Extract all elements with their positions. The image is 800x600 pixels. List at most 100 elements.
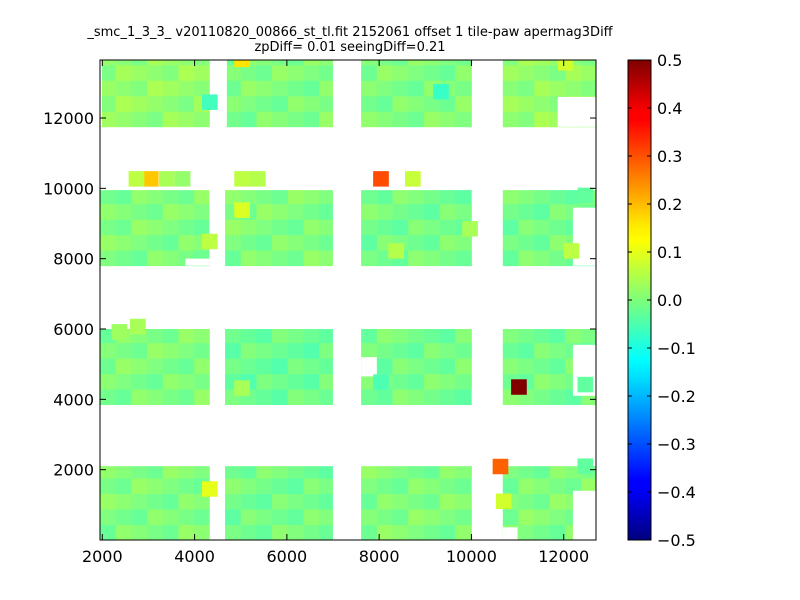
heatmap-cell xyxy=(518,329,535,344)
heatmap-cell xyxy=(534,524,551,540)
heatmap-cell xyxy=(502,234,519,251)
heatmap-cell xyxy=(131,389,148,406)
heatmap-cell xyxy=(303,342,320,359)
heatmap-cell xyxy=(100,509,117,525)
heatmap-cell xyxy=(392,111,409,128)
colorbar-tick-label: −0.2 xyxy=(657,387,696,406)
heatmap-cell xyxy=(147,466,164,479)
heatmap-cell xyxy=(376,524,393,540)
heatmap-cell xyxy=(518,234,535,251)
no-data-region xyxy=(254,173,333,189)
heatmap-cell xyxy=(100,342,117,359)
no-data-region xyxy=(572,490,596,540)
heatmap-cell xyxy=(115,60,132,66)
heatmap-cell xyxy=(225,329,242,344)
heatmap-cell xyxy=(470,466,472,479)
heatmap-cell xyxy=(319,373,333,390)
heatmap-cell xyxy=(455,250,472,267)
heatmap-cell xyxy=(319,509,333,525)
heatmap-cell xyxy=(455,373,472,390)
heatmap-cell-highlight xyxy=(388,243,405,259)
heatmap-cell xyxy=(534,250,551,267)
heatmap-cell xyxy=(225,219,242,236)
heatmap-cell xyxy=(439,60,456,66)
heatmap-cell xyxy=(534,509,551,525)
heatmap-cell xyxy=(408,373,425,390)
heatmap-cell xyxy=(534,234,551,251)
heatmap-cell-highlight xyxy=(128,171,145,187)
heatmap-cell xyxy=(256,509,273,525)
heatmap-cell xyxy=(549,219,566,236)
heatmap-cell xyxy=(100,64,117,81)
heatmap-cell xyxy=(256,60,273,66)
heatmap-cell xyxy=(178,234,195,251)
heatmap-cell xyxy=(287,95,304,112)
heatmap-cell xyxy=(392,80,409,97)
heatmap-cell xyxy=(287,478,304,494)
heatmap-cell xyxy=(392,219,409,236)
heatmap-cell xyxy=(518,64,535,81)
heatmap-cell xyxy=(319,60,333,66)
heatmap-cell xyxy=(240,111,257,128)
heatmap-cell xyxy=(100,60,117,66)
heatmap-cell xyxy=(240,95,257,112)
colorbar-tick-label: −0.5 xyxy=(657,531,696,550)
heatmap-cell xyxy=(115,466,132,479)
heatmap-cell xyxy=(178,524,195,540)
heatmap-cell-highlight xyxy=(577,458,594,474)
heatmap-cell xyxy=(502,509,519,525)
heatmap-cell-highlight xyxy=(433,83,449,100)
heatmap-cell xyxy=(115,190,132,205)
heatmap-cell xyxy=(303,60,320,66)
heatmap-cell xyxy=(272,478,289,494)
heatmap-cell xyxy=(162,358,179,375)
heatmap-cell xyxy=(100,250,117,267)
colorbar-tick-label: 0.5 xyxy=(657,51,682,70)
heatmap-cell xyxy=(319,95,333,112)
heatmap-cell xyxy=(408,250,425,267)
heatmap-cell xyxy=(194,373,210,390)
heatmap-cell-highlight xyxy=(234,380,250,396)
heatmap-cell xyxy=(408,466,425,479)
heatmap-cell-highlight xyxy=(557,60,574,71)
heatmap-cell xyxy=(303,509,320,525)
heatmap-cell xyxy=(534,478,551,494)
heatmap-cell xyxy=(287,466,304,479)
heatmap-cell xyxy=(131,190,148,205)
heatmap-cell xyxy=(256,373,273,390)
heatmap-cell xyxy=(100,389,117,406)
heatmap-cell xyxy=(240,478,257,494)
heatmap-cell xyxy=(392,389,409,406)
heatmap-cell-highlight xyxy=(201,233,218,250)
heatmap-cell xyxy=(534,493,551,510)
colorbar-tick-label: 0.1 xyxy=(657,243,682,262)
heatmap-cell xyxy=(147,373,164,390)
heatmap-cell xyxy=(361,60,378,66)
heatmap-cell xyxy=(392,329,409,344)
heatmap-cell xyxy=(131,80,148,97)
heatmap-cell xyxy=(502,60,519,66)
x-tick-label: 10000 xyxy=(446,547,497,566)
heatmap-cell xyxy=(272,358,289,375)
heatmap-cell xyxy=(565,80,582,97)
heatmap-cell xyxy=(470,190,472,205)
heatmap-cell xyxy=(303,524,320,540)
heatmap-cell xyxy=(549,250,566,267)
heatmap-cell xyxy=(518,342,535,359)
heatmap-cell xyxy=(455,389,472,406)
heatmap-cell xyxy=(502,342,519,359)
heatmap-cell xyxy=(408,60,425,66)
heatmap-cell xyxy=(272,389,289,406)
heatmap-cell xyxy=(100,478,117,494)
colorbar-tick-label: −0.4 xyxy=(657,483,696,502)
heatmap-cell xyxy=(518,203,535,220)
heatmap-cell xyxy=(376,219,393,236)
heatmap-cell xyxy=(178,358,195,375)
x-tick-label: 2000 xyxy=(82,547,123,566)
heatmap-cell xyxy=(549,234,566,251)
colorbar: 0.5 0.4 0.3 0.2 0.1 0.0 −0.1 −0.2 −0.3 −0.4 −0.5 xyxy=(627,51,696,550)
heatmap-cell xyxy=(178,203,195,220)
heatmap-cell xyxy=(408,389,425,406)
heatmap-cell xyxy=(549,466,566,479)
heatmap-cell xyxy=(240,329,257,344)
